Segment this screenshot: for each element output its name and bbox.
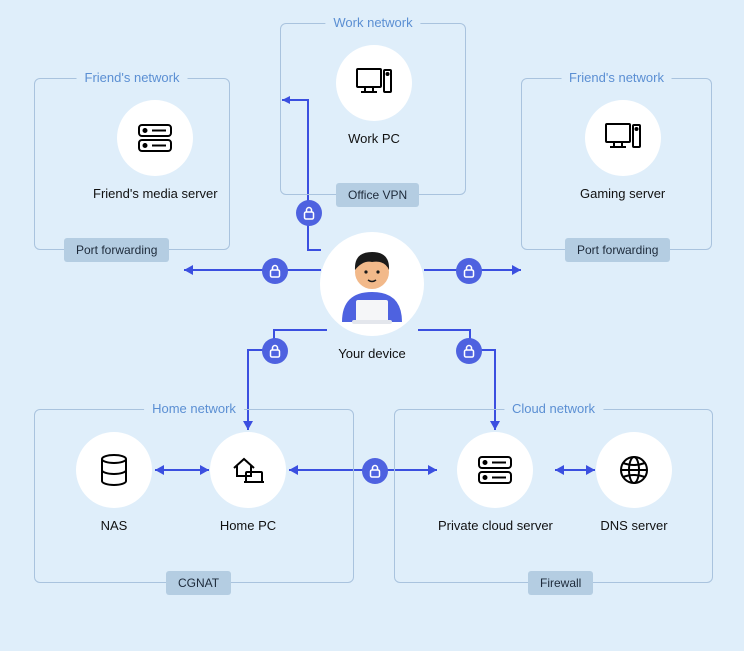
gaming-server-label: Gaming server bbox=[580, 186, 665, 201]
work-network-title: Work network bbox=[325, 15, 420, 30]
person-laptop-icon bbox=[322, 234, 422, 334]
your-device-node: Your device bbox=[320, 232, 424, 361]
port-fwd-right-badge: Port forwarding bbox=[565, 238, 670, 262]
nas-label: NAS bbox=[101, 518, 128, 533]
lock-icon bbox=[456, 338, 482, 364]
friend-right-title: Friend's network bbox=[561, 70, 672, 85]
monitor-icon bbox=[605, 123, 641, 153]
your-device-label: Your device bbox=[338, 346, 405, 361]
cloud-network-title: Cloud network bbox=[504, 401, 603, 416]
dns-label: DNS server bbox=[600, 518, 667, 533]
office-vpn-badge: Office VPN bbox=[336, 183, 419, 207]
home-pc-node: Home PC bbox=[210, 432, 286, 533]
server-icon bbox=[138, 124, 172, 152]
lock-icon bbox=[362, 458, 388, 484]
home-network-title: Home network bbox=[144, 401, 244, 416]
globe-icon bbox=[619, 455, 649, 485]
private-cloud-label: Private cloud server bbox=[438, 518, 553, 533]
home-pc-label: Home PC bbox=[220, 518, 276, 533]
nas-node: NAS bbox=[76, 432, 152, 533]
gaming-server-node: Gaming server bbox=[580, 100, 665, 201]
lock-icon bbox=[296, 200, 322, 226]
work-pc-node: Work PC bbox=[336, 45, 412, 146]
cgnat-badge: CGNAT bbox=[166, 571, 231, 595]
firewall-badge: Firewall bbox=[528, 571, 593, 595]
port-fwd-left-badge: Port forwarding bbox=[64, 238, 169, 262]
media-server-node: Friend's media server bbox=[93, 100, 218, 201]
database-icon bbox=[100, 454, 128, 486]
work-pc-label: Work PC bbox=[348, 131, 400, 146]
lock-icon bbox=[456, 258, 482, 284]
media-server-label: Friend's media server bbox=[93, 186, 218, 201]
house-laptop-icon bbox=[230, 454, 266, 486]
private-cloud-node: Private cloud server bbox=[438, 432, 553, 533]
desktop-icon bbox=[356, 68, 392, 98]
server-icon bbox=[478, 456, 512, 484]
dns-node: DNS server bbox=[596, 432, 672, 533]
lock-icon bbox=[262, 338, 288, 364]
friend-left-title: Friend's network bbox=[77, 70, 188, 85]
lock-icon bbox=[262, 258, 288, 284]
